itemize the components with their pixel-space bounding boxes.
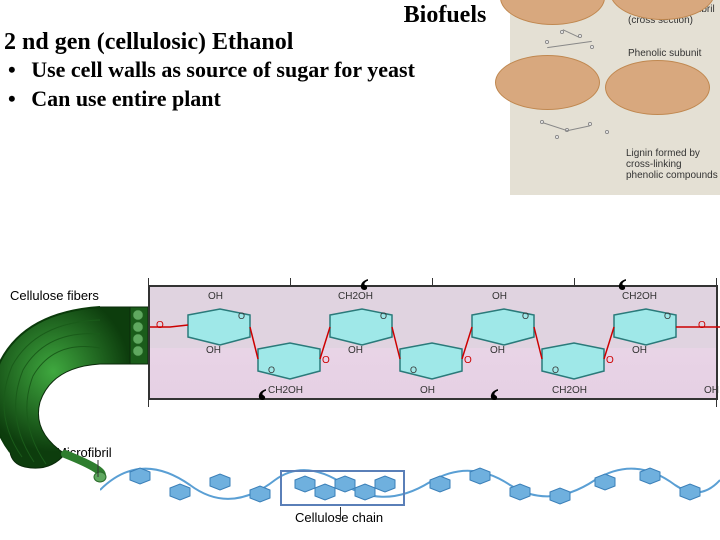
chem-ch2oh: CH2OH: [552, 385, 587, 396]
svg-text:O: O: [552, 365, 559, 375]
chem-o-bridge: O: [156, 320, 164, 331]
decorative-mark: ‘: [616, 270, 628, 312]
chem-oh: OH: [208, 291, 223, 302]
chem-oh: OH: [490, 345, 505, 356]
inset-label-phenolic-subunit: Phenolic subunit: [628, 48, 718, 59]
cellulose-chemical-structure-panel: OOOO OOO OH CH2OH OH CH2OH OH OH OH OH C…: [148, 285, 718, 400]
microfibril-ellipse: [500, 0, 605, 25]
cellulose-structure-diagram: Cellulose fibers Microfibril Cellulose c…: [0, 260, 720, 540]
chem-o-bridge: O: [698, 320, 706, 331]
microfibril-cross-section-inset: Cellulose microfibril (cross section) Ph…: [510, 0, 720, 195]
chem-oh: OH: [632, 345, 647, 356]
microfibril-ellipse: [605, 60, 710, 115]
chem-oh: OH: [704, 385, 719, 396]
inset-label-lignin: Lignin formed by cross-linking phenolic …: [626, 148, 720, 181]
decorative-mark: ‘: [256, 380, 268, 422]
microfibril-ellipse: [495, 55, 600, 110]
cellulose-chain-illustration: [100, 430, 720, 520]
svg-text:O: O: [268, 365, 275, 375]
chem-oh: OH: [492, 291, 507, 302]
svg-text:O: O: [238, 311, 245, 321]
svg-text:O: O: [664, 311, 671, 321]
chem-oh: OH: [420, 385, 435, 396]
chem-oh: OH: [348, 345, 363, 356]
chem-ch2oh: CH2OH: [268, 385, 303, 396]
chem-o-bridge: O: [322, 355, 330, 366]
svg-text:O: O: [380, 311, 387, 321]
chem-o-bridge: O: [606, 355, 614, 366]
svg-text:O: O: [522, 311, 529, 321]
chem-o-bridge: O: [464, 355, 472, 366]
decorative-mark: ‘: [358, 270, 370, 312]
chem-oh: OH: [206, 345, 221, 356]
cellulose-chain-highlight-box: [280, 470, 405, 506]
svg-text:O: O: [410, 365, 417, 375]
decorative-mark: ‘: [488, 380, 500, 422]
